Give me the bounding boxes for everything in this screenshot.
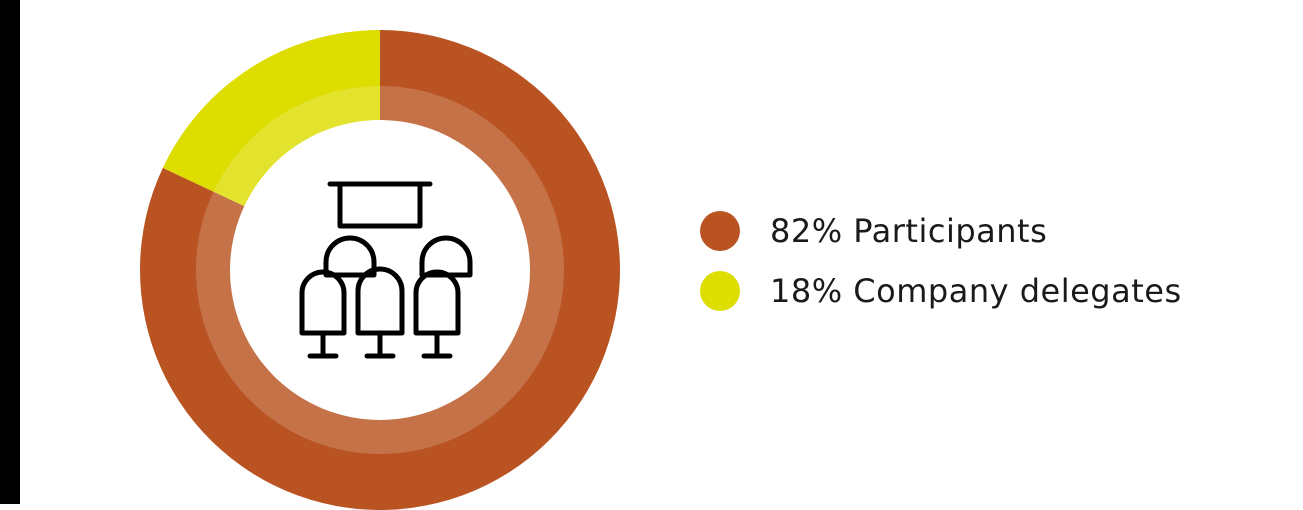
donut-chart <box>139 30 620 510</box>
legend-dot-company-delegates <box>700 271 740 311</box>
donut-slice-participants <box>139 30 620 510</box>
legend-label-company-delegates: 18% Company delegates <box>770 272 1182 310</box>
legend-label-participants: 82% Participants <box>770 212 1048 250</box>
legend-item-participants: 82% Participants <box>700 203 1182 259</box>
chart-legend: 82% Participants 18% Company delegates <box>700 203 1182 323</box>
presentation-audience-icon <box>299 181 473 359</box>
left-border-bar <box>0 0 20 504</box>
inner-highlight-ring <box>196 86 564 454</box>
legend-dot-participants <box>700 211 740 251</box>
legend-item-company-delegates: 18% Company delegates <box>700 263 1182 319</box>
